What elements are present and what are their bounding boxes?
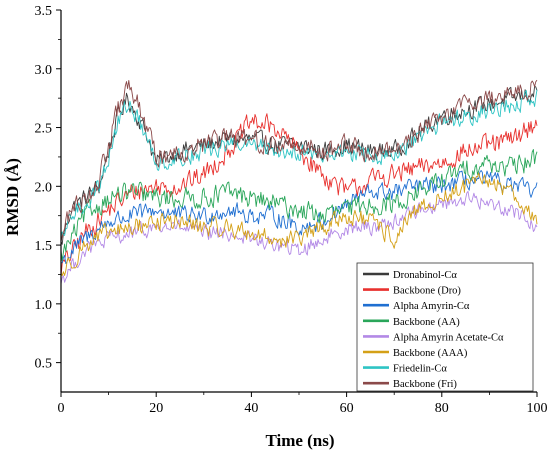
x-tick-label-4: 80 [435,401,449,416]
series-layer [60,79,538,285]
y-tick-label-0: 0.5 [35,357,53,372]
x-tick-label-1: 20 [149,401,163,416]
series-line-1 [60,113,538,277]
legend-box [356,262,534,392]
legend-label-1: Backbone (Dro) [393,286,461,297]
y-tick-label-6: 3.5 [35,4,53,19]
y-tick-label-5: 3.0 [35,63,53,78]
y-tick-label-1: 1.0 [35,298,53,313]
y-tick-label-3: 2.0 [35,180,53,195]
legend-label-2: Alpha Amyrin-Cα [393,301,470,312]
x-tick-label-5: 100 [527,401,548,416]
y-tick-label-2: 1.5 [35,239,53,254]
legend-label-5: Backbone (AAA) [393,348,468,359]
x-tick-label-2: 40 [244,401,258,416]
legend-label-0: Dronabinol-Cα [393,270,457,281]
x-axis-title: Time (ns) [265,431,334,450]
legend-label-3: Backbone (AA) [393,317,460,328]
y-tick-label-4: 2.5 [35,122,53,137]
series-line-5 [60,172,538,277]
series-line-0 [60,85,538,245]
x-tick-label-0: 0 [58,401,65,416]
x-tick-label-3: 60 [340,401,354,416]
series-line-4 [60,190,538,285]
legend-label-7: Backbone (Fri) [393,379,457,390]
series-line-3 [60,149,538,262]
legend-label-6: Friedelin-Cα [393,364,447,375]
series-line-6 [60,89,538,238]
series-line-7 [60,79,538,242]
axes-layer: 0 20 40 60 80 100 0.5 1.0 1.5 2.0 2.5 3.0 3.5 [35,4,548,416]
y-axis-title: RMSD (Å) [3,158,22,236]
legend-items: Dronabinol-Cα Backbone (Dro) Alpha Amyrin-… [363,270,504,390]
legend-label-4: Alpha Amyrin Acetate-Cα [393,332,504,343]
legend: Dronabinol-Cα Backbone (Dro) Alpha Amyrin-… [356,262,534,392]
